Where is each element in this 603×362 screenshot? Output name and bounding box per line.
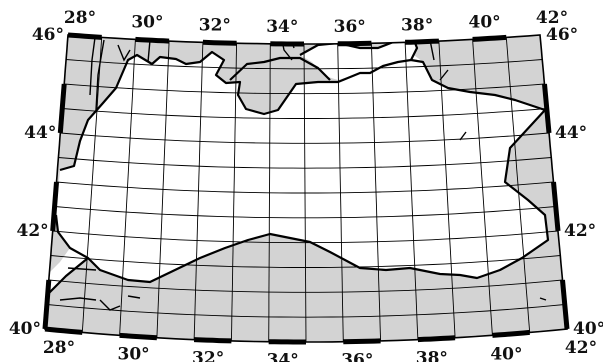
bottom-longitude-label: 34° [267,351,299,362]
left-latitude-label: 40° [9,319,41,339]
right-latitude-label: 42° [564,221,596,241]
bottom-longitude-label: 36° [341,351,373,362]
bottom-longitude-label: 42° [565,338,597,358]
frame-bar-segment [193,337,232,344]
bottom-longitude-label: 40° [490,344,522,362]
parallel-line [60,132,550,144]
bottom-longitude-label: 38° [416,349,448,362]
frame-bar-segment [542,83,552,134]
frame-bar-segment [119,332,158,341]
frame-bar-segment [50,181,59,232]
rivers [59,35,547,311]
frame-bar-segment [44,326,83,335]
top-longitude-label: 34° [266,17,298,37]
right-latitude-label: 40° [573,319,603,339]
left-latitude-label: 44° [24,123,56,143]
parallel-line [48,279,563,293]
frame-bar-segment [57,83,67,134]
left-latitude-label: 46° [32,25,64,45]
frame-bar-segment [405,38,439,45]
parallel-line [54,206,556,219]
frame-bar-segment [135,36,170,44]
frame-bar-segment [337,40,372,47]
frame-bar-segment [560,279,570,330]
parallel-line [50,255,561,268]
top-longitude-label: 32° [199,15,231,35]
parallel-line [64,83,545,95]
top-longitude-label: 36° [334,17,366,37]
coordinate-labels: 28° 30° 32° 34° 36° 38° 40° 42°28° 30° 32° 34° 36° 3… [9,8,603,362]
frame-bar-segment [472,34,507,42]
black-sea-water [56,52,548,282]
top-longitude-label: 42° [536,8,568,28]
land-south [45,110,567,342]
frame-bar-segment [417,335,456,343]
parallel-line [58,157,552,169]
frame-bar-segment [67,32,102,40]
right-latitude-label: 46° [546,25,578,45]
frame-bar-segment [492,329,530,338]
parallel-line [46,304,565,318]
bottom-longitude-label: 30° [117,344,149,362]
right-latitude-label: 44° [555,123,587,143]
top-longitude-label: 30° [131,12,163,32]
land-north [45,35,567,180]
frame-bar-segment [42,279,52,330]
bottom-longitude-label: 28° [43,338,75,358]
top-longitude-label: 40° [468,12,500,32]
parallel-line [52,230,559,244]
frame-bar-segment [551,181,561,232]
frame-bar-segment [343,338,381,345]
bottom-longitude-label: 32° [192,349,224,362]
parallel-line [62,108,547,119]
land-crimea [230,58,330,114]
top-longitude-label: 28° [64,8,96,28]
parallel-line [56,181,554,194]
left-latitude-label: 42° [16,221,48,241]
frame-scale-bars [42,32,570,345]
frame-bar-segment [202,39,237,46]
parallel-line [66,59,543,70]
top-longitude-label: 38° [401,15,433,35]
